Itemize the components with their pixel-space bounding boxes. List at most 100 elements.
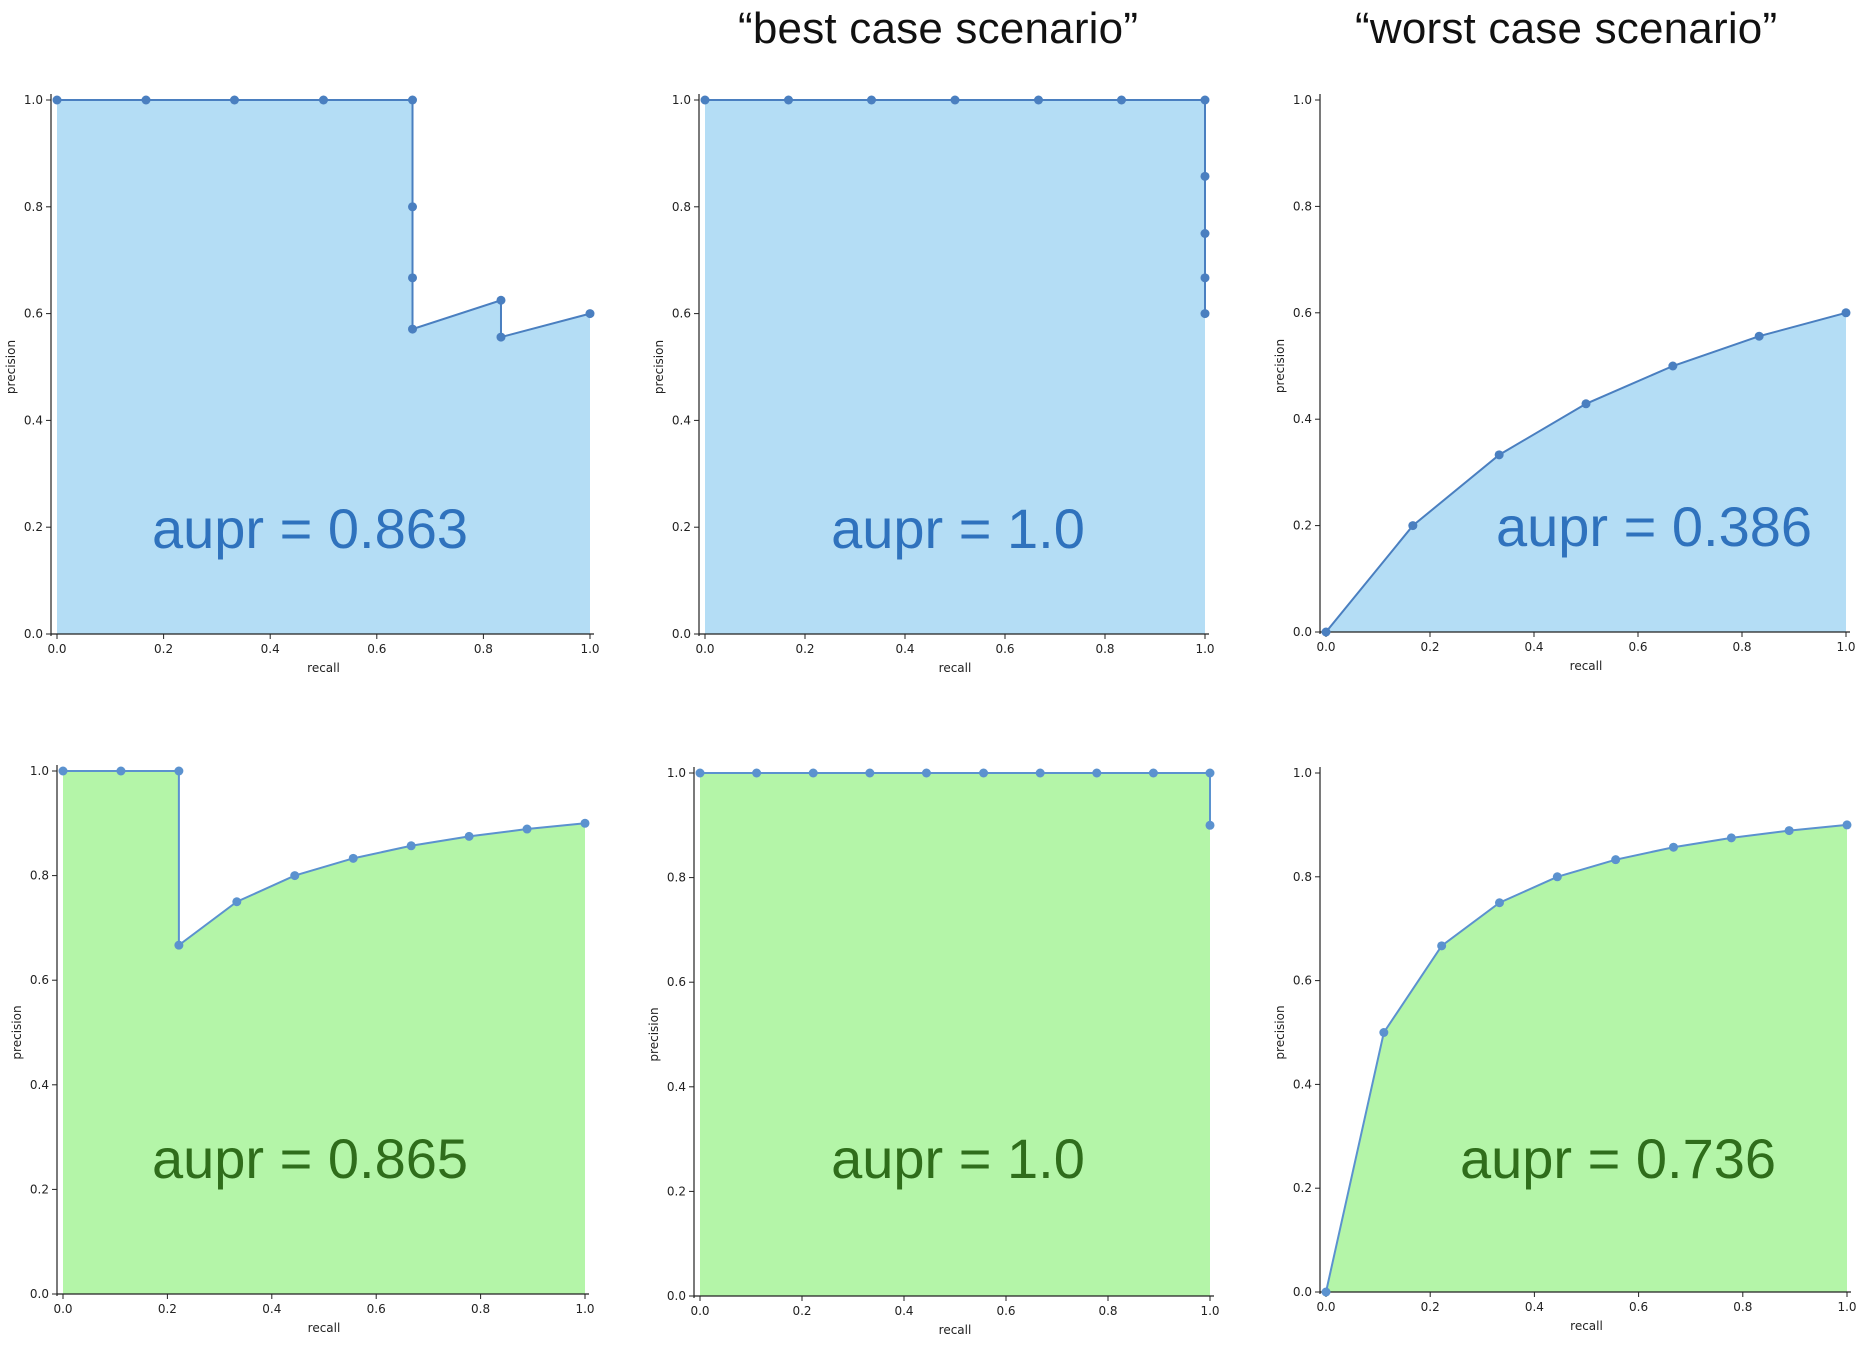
- aupr-annotation: aupr = 1.0: [831, 497, 1085, 560]
- data-point: [752, 768, 762, 778]
- x-tick-label: 0.8: [1733, 1300, 1752, 1314]
- x-tick-label: 0.8: [474, 642, 493, 656]
- data-point: [700, 95, 710, 105]
- y-tick-label: 0.6: [672, 307, 691, 321]
- data-point: [1205, 768, 1215, 778]
- y-tick-label: 0.8: [30, 869, 49, 883]
- x-tick-label: 1.0: [580, 642, 599, 656]
- pr-chart-4: 0.0 0.2 0.4 0.6 0.8 1.0 0.0 0.2 0.4 0.6 0.8 1.0 reca…: [10, 764, 595, 1335]
- data-point: [1842, 820, 1852, 830]
- data-point: [496, 332, 506, 342]
- x-tick-label: 0.4: [261, 642, 280, 656]
- x-tick-label: 0.8: [1732, 640, 1751, 654]
- best-case-heading: “best case scenario”: [738, 4, 1139, 53]
- data-point: [229, 95, 239, 105]
- pr-chart-1: 0.0 0.2 0.4 0.6 0.8 1.0 0.0 0.2 0.4 0.6 0.8 1.0 reca…: [4, 93, 600, 675]
- aupr-annotation: aupr = 0.386: [1496, 495, 1812, 558]
- x-tick-label: 0.6: [367, 642, 386, 656]
- area-fill: [705, 100, 1205, 634]
- data-point: [408, 324, 418, 334]
- data-point: [522, 824, 532, 834]
- y-tick-label: 0.8: [24, 200, 43, 214]
- x-tick-label: 0.2: [154, 642, 173, 656]
- x-tick-label: 1.0: [1836, 640, 1855, 654]
- aupr-annotation: aupr = 1.0: [831, 1127, 1085, 1190]
- data-point: [1494, 450, 1504, 460]
- data-point: [52, 95, 62, 105]
- data-point: [1754, 331, 1764, 341]
- x-axis-label: recall: [939, 1323, 972, 1337]
- data-point: [1117, 95, 1126, 105]
- y-tick-label: 0.2: [672, 520, 691, 534]
- data-point: [1581, 399, 1591, 409]
- data-point: [464, 831, 474, 841]
- pr-chart-5: 0.0 0.2 0.4 0.6 0.8 1.0 0.0 0.2 0.4 0.6 0.8 1.0 reca…: [647, 766, 1220, 1337]
- data-point: [1668, 361, 1678, 371]
- aupr-annotation: aupr = 0.865: [152, 1127, 468, 1190]
- y-tick-label: 1.0: [30, 764, 49, 778]
- data-point: [174, 940, 184, 950]
- y-tick-label: 1.0: [1293, 766, 1312, 780]
- pr-chart-3: 0.0 0.2 0.4 0.6 0.8 1.0 0.0 0.2 0.4 0.6 0.8 1.0 reca…: [1273, 93, 1856, 673]
- y-tick-label: 0.4: [30, 1078, 49, 1092]
- data-point: [921, 768, 931, 778]
- x-tick-label: 0.0: [53, 1302, 72, 1316]
- data-point: [406, 841, 416, 851]
- y-tick-label: 0.8: [667, 871, 686, 885]
- data-point: [808, 768, 818, 778]
- data-point: [1379, 1028, 1389, 1037]
- x-axis-label: recall: [1570, 659, 1603, 673]
- data-point: [1494, 898, 1504, 908]
- data-point: [867, 95, 876, 105]
- x-axis-label: recall: [1570, 1319, 1603, 1333]
- data-point: [695, 768, 705, 778]
- area-fill: [63, 771, 585, 1294]
- data-point: [784, 95, 793, 105]
- y-tick-label: 0.2: [30, 1182, 49, 1196]
- y-tick-label: 0.4: [24, 413, 43, 427]
- data-point: [1092, 768, 1102, 778]
- x-tick-label: 0.2: [1421, 1300, 1440, 1314]
- data-point: [1200, 309, 1210, 319]
- data-point: [1408, 521, 1418, 531]
- data-point: [979, 768, 989, 778]
- data-point: [1034, 95, 1043, 105]
- x-axis-label: recall: [939, 661, 972, 675]
- data-point: [950, 95, 960, 105]
- y-axis-label: precision: [1273, 339, 1287, 393]
- x-tick-label: 1.0: [1200, 1304, 1219, 1318]
- y-tick-label: 0.6: [1293, 974, 1312, 988]
- y-tick-label: 0.6: [1293, 306, 1312, 320]
- x-tick-label: 0.4: [262, 1302, 281, 1316]
- data-point: [1669, 842, 1679, 852]
- data-point: [408, 95, 418, 105]
- data-point: [1552, 872, 1562, 882]
- data-point: [1035, 768, 1045, 778]
- y-tick-label: 1.0: [667, 766, 686, 780]
- y-axis-label: precision: [1273, 1005, 1287, 1059]
- area-fill: [1326, 312, 1846, 632]
- x-axis-label: recall: [307, 661, 340, 675]
- aupr-annotation: aupr = 0.863: [152, 497, 468, 560]
- y-tick-label: 0.0: [667, 1289, 686, 1303]
- x-tick-label: 0.6: [996, 1304, 1015, 1318]
- y-tick-label: 0.0: [672, 627, 691, 641]
- x-tick-label: 0.2: [1420, 640, 1439, 654]
- x-tick-label: 0.4: [894, 1304, 913, 1318]
- x-tick-label: 1.0: [1837, 1300, 1856, 1314]
- y-tick-label: 0.8: [1293, 870, 1312, 884]
- data-point: [865, 768, 875, 778]
- data-point: [1200, 95, 1210, 105]
- y-tick-label: 0.4: [672, 413, 691, 427]
- x-tick-label: 0.2: [158, 1302, 177, 1316]
- data-point: [1200, 171, 1210, 181]
- y-tick-label: 0.4: [667, 1080, 686, 1094]
- y-tick-label: 0.8: [1293, 199, 1312, 213]
- data-point: [1321, 1287, 1331, 1297]
- y-tick-label: 1.0: [672, 93, 691, 107]
- data-point: [1205, 820, 1215, 830]
- x-tick-label: 0.0: [1316, 640, 1335, 654]
- x-tick-label: 1.0: [1195, 642, 1214, 656]
- y-tick-label: 1.0: [24, 93, 43, 107]
